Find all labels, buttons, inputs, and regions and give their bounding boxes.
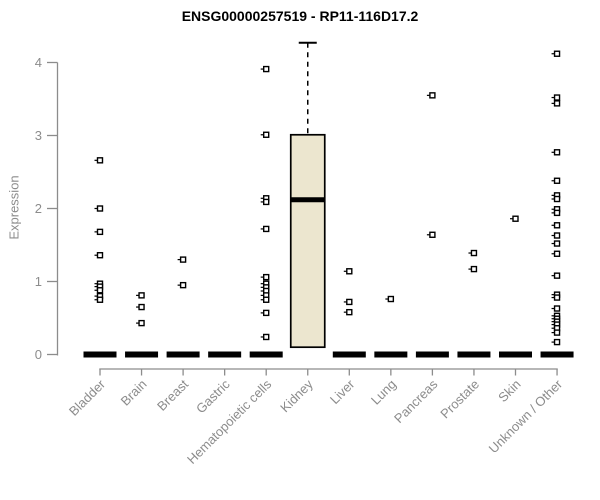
data-point	[553, 250, 561, 257]
zero-median-bar	[499, 351, 532, 358]
data-point	[96, 252, 104, 259]
y-tick-label: 0	[35, 347, 42, 362]
zero-median-bar	[208, 351, 242, 358]
data-point	[553, 209, 561, 217]
x-tick-label: Liver	[327, 376, 358, 407]
data-point	[263, 273, 270, 281]
data-point	[553, 305, 561, 312]
data-point	[553, 100, 561, 107]
data-point	[553, 338, 561, 346]
box	[289, 133, 326, 349]
y-tick-label: 1	[35, 274, 42, 289]
zero-median-bar	[415, 351, 449, 358]
data-point	[553, 294, 561, 301]
y-tick-label: 2	[35, 201, 42, 216]
x-tick-label: Breast	[154, 376, 191, 413]
data-point	[179, 256, 187, 263]
data-point	[263, 198, 270, 206]
data-point	[138, 292, 145, 299]
data-point	[263, 65, 270, 73]
data-point	[553, 329, 561, 336]
data-point	[263, 333, 270, 341]
data-point	[470, 265, 478, 273]
zero-median-bar	[332, 351, 366, 358]
zero-median-bar	[166, 351, 200, 358]
data-point	[96, 287, 104, 294]
x-tick-label: Skin	[495, 377, 523, 405]
x-tick-label: Unknown / Other	[486, 376, 566, 456]
data-point	[96, 157, 104, 164]
data-point	[387, 295, 395, 303]
data-point	[96, 205, 104, 212]
data-point	[553, 177, 561, 184]
data-point	[553, 232, 561, 239]
x-tick-label: Pancreas	[391, 376, 441, 426]
x-tick-label: Gastric	[193, 376, 233, 416]
data-point	[96, 296, 104, 303]
data-point	[553, 222, 561, 229]
x-tick-label: Bladder	[66, 376, 109, 419]
x-tick-label: Brain	[118, 377, 150, 409]
data-point	[553, 149, 561, 156]
zero-median-bar	[249, 351, 283, 358]
zero-median-bar	[125, 351, 159, 358]
data-point	[470, 249, 478, 257]
data-point	[263, 309, 270, 317]
data-point	[263, 225, 270, 233]
data-point	[553, 272, 561, 279]
data-point	[263, 296, 270, 303]
data-point	[346, 298, 353, 306]
x-tick-label: Lung	[368, 377, 399, 408]
x-tick-label: Prostate	[437, 377, 482, 422]
data-point	[512, 215, 519, 222]
data-point	[138, 303, 145, 311]
data-point	[96, 228, 104, 236]
chart-title: ENSG00000257519 - RP11-116D17.2	[181, 8, 419, 24]
data-point	[429, 92, 436, 99]
data-point	[346, 268, 353, 275]
data-point	[179, 281, 187, 289]
data-point	[263, 131, 270, 138]
data-point	[138, 319, 145, 327]
data-point	[553, 50, 561, 57]
zero-median-bar	[374, 351, 408, 358]
data-point	[553, 94, 561, 101]
data-point	[346, 308, 353, 316]
x-tick-label: Kidney	[277, 376, 316, 415]
zero-median-bar	[83, 351, 117, 358]
data-point	[429, 231, 436, 238]
data-point	[553, 240, 561, 247]
zero-median-bar	[457, 351, 491, 358]
y-tick-label: 4	[35, 55, 42, 70]
y-tick-label: 3	[35, 128, 42, 143]
zero-median-bar	[540, 351, 574, 358]
data-point	[553, 195, 561, 203]
